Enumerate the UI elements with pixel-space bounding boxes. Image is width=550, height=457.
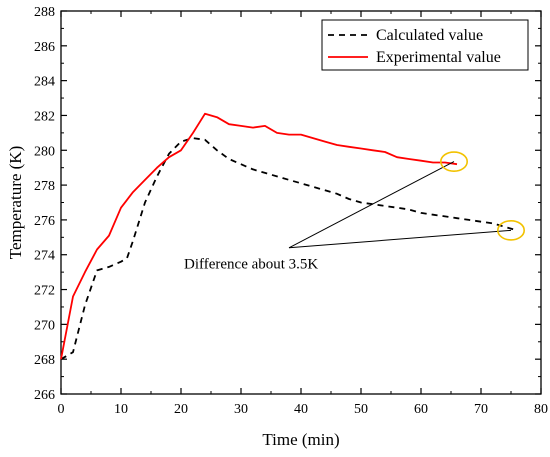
annotation-pointer-line [288, 229, 512, 249]
annotation-highlight-ellipse [439, 151, 468, 172]
chart-root: 0 10 20 30 40 50 60 70 80 266 268 270 272 274 276 278 28… [6, 5, 548, 449]
y-tick-label: 286 [34, 40, 55, 55]
series-line-experimental [60, 112, 458, 360]
y-tick-label: 284 [34, 75, 55, 90]
y-tick-label: 268 [34, 353, 55, 368]
legend-label: Calculated value [376, 27, 483, 44]
y-tick-label: 276 [34, 214, 55, 229]
x-tick-label: 0 [58, 402, 65, 417]
y-tick-label: 270 [34, 318, 55, 333]
y-tick-label: 278 [34, 179, 55, 194]
x-tick-label: 70 [474, 402, 488, 417]
x-tick-label: 40 [294, 402, 308, 417]
annotation-text: Difference about 3.5K [184, 257, 318, 273]
y-tick-label: 288 [34, 5, 55, 20]
y-tick-label: 266 [34, 388, 55, 403]
series-line-calculated [60, 137, 518, 360]
annotation-pointer-line [288, 161, 455, 249]
x-tick-label: 30 [234, 402, 248, 417]
x-tick-label: 20 [174, 402, 188, 417]
x-axis-title: Time (min) [262, 430, 339, 449]
legend-label: Experimental value [376, 49, 501, 66]
legend-box [321, 19, 529, 71]
x-tick-label: 60 [414, 402, 428, 417]
y-tick-label: 274 [34, 249, 55, 264]
x-tick-label: 10 [114, 402, 128, 417]
y-axis-title: Temperature (K) [6, 146, 25, 260]
x-tick-label: 50 [354, 402, 368, 417]
x-tick-label: 80 [534, 402, 548, 417]
annotation-highlight-ellipse [496, 219, 525, 241]
y-tick-label: 272 [34, 284, 55, 299]
y-tick-label: 282 [34, 109, 55, 124]
y-tick-label: 280 [34, 144, 55, 159]
